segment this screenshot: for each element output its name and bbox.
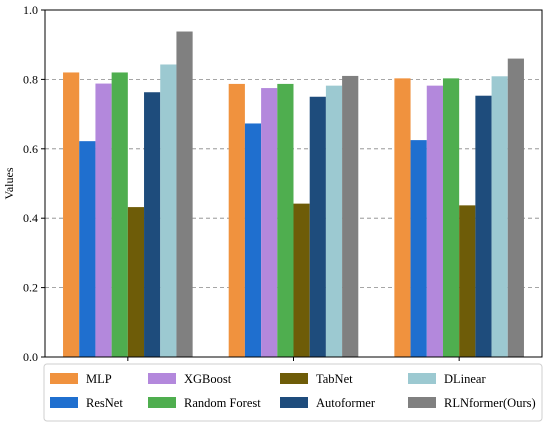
legend-label: Random Forest — [184, 396, 261, 410]
legend-label: DLinear — [444, 372, 486, 386]
bar-random-forest-f1 — [442, 78, 460, 357]
bar-dlinear-recall — [325, 85, 343, 358]
bar-mlp-precision — [63, 72, 80, 358]
y-tick-label: 0.6 — [23, 142, 38, 156]
legend-swatch — [148, 373, 176, 384]
bar-tabnet-f1 — [459, 205, 476, 357]
legend-swatch — [408, 373, 436, 384]
bar-dlinear-f1 — [491, 76, 508, 357]
legend-swatch — [50, 373, 78, 384]
bar-rlnformer-ours-precision — [176, 31, 193, 357]
bar-random-forest-precision — [111, 72, 128, 358]
bar-mlp-recall — [228, 83, 245, 357]
legend-swatch — [280, 397, 308, 408]
bars — [63, 31, 524, 358]
bar-xgboost-f1 — [426, 85, 443, 358]
bar-random-forest-recall — [277, 83, 294, 357]
y-tick-label: 0.4 — [23, 211, 38, 225]
bar-resnet-f1 — [410, 140, 427, 357]
bar-xgboost-precision — [95, 83, 112, 358]
bar-autoformer-f1 — [475, 95, 492, 358]
y-tick-label: 0.2 — [23, 281, 38, 295]
bar-resnet-precision — [79, 141, 96, 357]
legend-label: MLP — [86, 372, 112, 386]
y-axis-label: Values — [2, 167, 16, 199]
legend-label: ResNet — [86, 396, 123, 410]
legend: MLP ResNet XGBoost Random Forest TabNet Autof… — [43, 363, 543, 422]
legend-swatch — [408, 397, 436, 408]
legend-swatch — [50, 397, 78, 408]
bar-dlinear-precision — [160, 64, 177, 357]
y-axis-ticks: 0.0 0.2 0.4 0.6 0.8 1.0 — [23, 3, 45, 364]
y-tick-label: 0.0 — [23, 350, 38, 364]
bar-autoformer-recall — [309, 96, 326, 357]
bar-autoformer-precision — [144, 92, 161, 357]
bar-tabnet-recall — [293, 203, 310, 357]
legend-label: XGBoost — [184, 372, 232, 386]
y-tick-label: 0.8 — [23, 72, 38, 86]
bar-rlnformer-ours-recall — [342, 75, 359, 358]
bar-tabnet-precision — [127, 207, 145, 357]
legend-label: Autoformer — [316, 396, 376, 410]
legend-swatch — [148, 397, 176, 408]
legend-label: RLNformer(Ours) — [444, 396, 536, 410]
bar-resnet-recall — [244, 123, 262, 358]
bar-xgboost-recall — [261, 88, 278, 357]
y-tick-label: 1.0 — [23, 3, 38, 17]
legend-swatch — [280, 373, 308, 384]
legend-label: TabNet — [316, 372, 353, 386]
bar-rlnformer-ours-f1 — [507, 58, 524, 358]
bar-mlp-f1 — [394, 78, 411, 357]
